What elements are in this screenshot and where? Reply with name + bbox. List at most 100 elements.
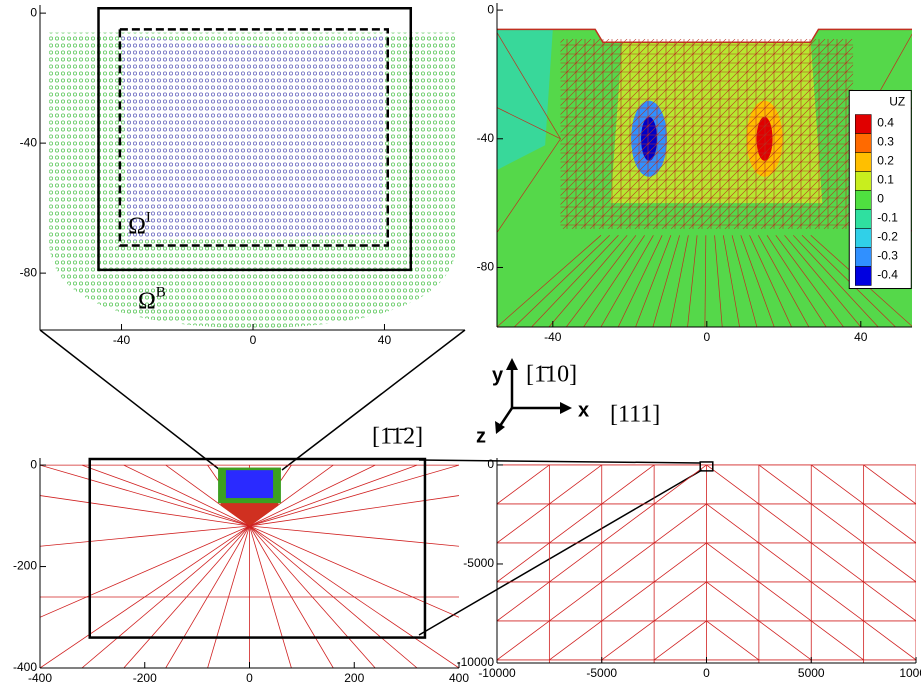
mesh-edge	[654, 582, 706, 621]
legend-swatch	[855, 172, 871, 191]
legend-title: UZ	[889, 95, 905, 109]
x-tick-label: 40	[378, 333, 392, 347]
legend-label: 0.1	[877, 173, 894, 187]
mesh-edge	[811, 465, 863, 504]
y-tick-label: 0	[30, 5, 37, 19]
mesh-edge	[654, 621, 706, 660]
mesh-edge	[864, 582, 916, 621]
mesh-edge	[654, 465, 706, 504]
y-tick-label: -200	[13, 559, 37, 573]
x-tick-label: 200	[344, 671, 364, 685]
legend-swatch	[855, 229, 871, 248]
mesh-edge	[707, 621, 759, 660]
x-tick-label: 0	[246, 671, 253, 685]
x-tick-label: 400	[449, 671, 469, 685]
legend-swatch	[855, 153, 871, 172]
mesh-edge	[811, 504, 863, 543]
mesh-edge	[549, 465, 601, 504]
mesh-edge	[759, 504, 811, 543]
triad-label: x	[578, 399, 589, 421]
mesh-edge	[759, 582, 811, 621]
x-tick-label: 10000	[899, 666, 921, 680]
axis-triad: y [1̄10] x [111] z [1̄1̄2]	[372, 358, 660, 450]
legend-swatch	[855, 210, 871, 229]
legend-label: 0	[877, 192, 884, 206]
mesh-edge	[707, 582, 759, 621]
mesh-edge	[602, 621, 654, 660]
mesh-edge	[497, 504, 549, 543]
region-sup: B	[156, 285, 166, 301]
region-sup: I	[146, 210, 151, 226]
mesh-edge	[864, 621, 916, 660]
y-tick-label: -80	[20, 265, 38, 279]
mesh-edge	[497, 465, 549, 504]
y-tick-label: -5000	[463, 556, 494, 570]
x-tick-label: 0	[703, 330, 710, 344]
mesh-edge	[811, 543, 863, 582]
mesh-edge	[40, 526, 250, 546]
y-tick-label: -80	[477, 260, 495, 274]
mesh-edge	[549, 621, 601, 660]
legend-label: 0.2	[877, 154, 894, 168]
mesh-edge	[549, 543, 601, 582]
mesh-edge	[654, 504, 706, 543]
chart-panel: 0-5000-10000-10000-50000500010000	[457, 457, 921, 680]
mesh-edge	[250, 526, 460, 617]
x-tick-label: -10000	[478, 666, 516, 680]
mesh-edge	[864, 504, 916, 543]
legend-swatch	[855, 115, 871, 134]
mesh-edge	[40, 526, 250, 617]
y-tick-label: -40	[20, 135, 38, 149]
legend-label: 0.4	[877, 116, 894, 130]
legend-label: -0.3	[877, 249, 898, 263]
mesh-edge	[707, 543, 759, 582]
mesh-edge	[707, 465, 759, 504]
legend-label: 0.3	[877, 135, 894, 149]
mesh-edge	[654, 543, 706, 582]
mesh-edge	[811, 621, 863, 660]
mesh-edge	[549, 582, 601, 621]
legend-swatch	[855, 248, 871, 267]
mesh-edge	[602, 465, 654, 504]
mesh-edge	[497, 543, 549, 582]
x-tick-label: 0	[703, 666, 710, 680]
legend-swatch	[855, 191, 871, 210]
x-tick-label: -40	[544, 330, 562, 344]
x-tick-label: 0	[250, 333, 257, 347]
x-tick-label: -200	[133, 671, 157, 685]
mesh	[497, 465, 916, 663]
mesh-edge	[497, 621, 549, 660]
x-tick-label: 40	[854, 330, 868, 344]
triad-label: z	[476, 425, 486, 447]
legend-swatch	[855, 267, 871, 286]
triad-label: [111]	[610, 402, 660, 428]
y-tick-label: 0	[487, 457, 494, 471]
zoom-connectors	[40, 330, 702, 635]
legend-swatch	[855, 134, 871, 153]
region-symbol: Ω	[138, 288, 156, 314]
core	[226, 470, 273, 498]
y-tick-label: 0	[487, 2, 494, 16]
x-tick-label: 5000	[798, 666, 825, 680]
x-tick-label: -40	[113, 333, 131, 347]
y-tick-label: 0	[30, 457, 37, 471]
triad-label: [1̄1̄2]	[372, 424, 423, 450]
x-tick-label: -400	[28, 671, 52, 685]
triad-label: [1̄10]	[526, 362, 577, 388]
mesh-edge	[811, 582, 863, 621]
legend-label: -0.4	[877, 268, 898, 282]
mesh-edge	[549, 504, 601, 543]
chart-panel: UZ0.40.30.20.10-0.1-0.2-0.3-0.40-40-80-4…	[477, 2, 915, 344]
legend-label: -0.2	[877, 230, 898, 244]
atom-region	[122, 36, 385, 241]
mesh-edge	[759, 543, 811, 582]
mesh-fine	[561, 39, 854, 229]
figure: y [1̄10] x [111] z [1̄1̄2] ΩIΩB0-40-80-4…	[0, 0, 921, 691]
mesh-edge	[759, 465, 811, 504]
legend-label: -0.1	[877, 211, 898, 225]
mesh-edge	[864, 543, 916, 582]
x-tick-label: -5000	[586, 666, 617, 680]
mesh-edge	[759, 621, 811, 660]
region-symbol: Ω	[128, 213, 146, 239]
